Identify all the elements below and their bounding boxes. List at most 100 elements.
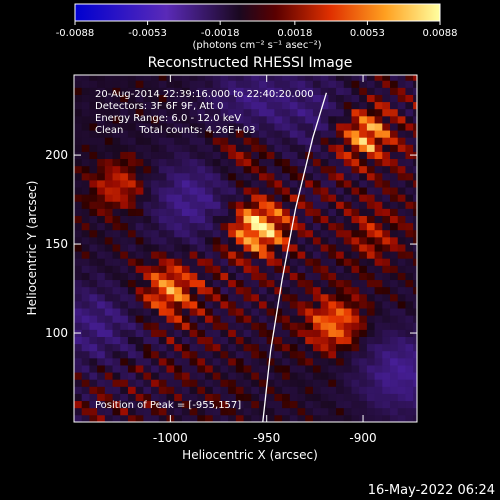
- heatmap-cell: [336, 258, 345, 266]
- heatmap-cell: [282, 322, 291, 330]
- heatmap-cell: [405, 94, 414, 103]
- heatmap-cell: [305, 400, 314, 409]
- heatmap-cell: [112, 165, 121, 174]
- heatmap-cell: [166, 179, 175, 188]
- heatmap-cell: [366, 272, 376, 281]
- heatmap-cell: [382, 123, 391, 131]
- heatmap-cell: [166, 258, 175, 266]
- heatmap-cell: [305, 179, 314, 188]
- heatmap-cell: [212, 308, 221, 316]
- heatmap-cell: [74, 400, 83, 409]
- heatmap-cell: [189, 386, 198, 394]
- heatmap-cell: [151, 357, 160, 366]
- heatmap-cell: [366, 308, 376, 316]
- heatmap-cell: [158, 75, 167, 81]
- heatmap-cell: [305, 372, 314, 380]
- heatmap-cell: [104, 236, 113, 245]
- heatmap-cell: [197, 187, 206, 195]
- heatmap-cell: [289, 336, 298, 345]
- heatmap-cell: [274, 215, 283, 224]
- heatmap-cell: [374, 343, 383, 352]
- heatmap-cell: [274, 115, 283, 124]
- heatmap-cell: [197, 265, 206, 273]
- heatmap-cell: [351, 80, 360, 88]
- heatmap-cell: [366, 75, 376, 81]
- heatmap-cell: [151, 236, 160, 245]
- heatmap-cell: [235, 300, 244, 309]
- heatmap-cell: [297, 272, 306, 281]
- heatmap-cell: [135, 158, 144, 167]
- heatmap-cell: [97, 94, 106, 103]
- heatmap-cell: [127, 279, 137, 288]
- heatmap-cell: [151, 279, 160, 288]
- heatmap-cell: [197, 172, 206, 181]
- heatmap-cell: [305, 80, 314, 88]
- heatmap-cell: [251, 308, 260, 316]
- heatmap-cell: [181, 144, 191, 152]
- heatmap-cell: [243, 87, 252, 95]
- heatmap-cell: [174, 229, 183, 238]
- heatmap-cell: [343, 343, 352, 352]
- heatmap-cell: [397, 279, 406, 288]
- heatmap-cell: [305, 108, 314, 117]
- heatmap-cell: [366, 357, 376, 366]
- heatmap-cell: [174, 115, 183, 124]
- heatmap-cell: [97, 286, 106, 295]
- heatmap-cell: [104, 365, 113, 373]
- heatmap-cell: [135, 236, 144, 245]
- heatmap-cell: [104, 293, 113, 302]
- heatmap-cell: [266, 229, 275, 238]
- heatmap-cell: [266, 130, 275, 138]
- heatmap-cell: [212, 393, 221, 402]
- heatmap-cell: [174, 201, 183, 209]
- heatmap-cell: [181, 87, 191, 95]
- heatmap-cell: [174, 151, 183, 160]
- heatmap-cell: [274, 244, 283, 252]
- heatmap-cell: [282, 379, 291, 387]
- heatmap-cell: [89, 400, 98, 409]
- heatmap-cell: [235, 336, 244, 345]
- heatmap-cell: [305, 236, 314, 245]
- heatmap-cell: [235, 379, 244, 387]
- heatmap-cell: [328, 137, 337, 145]
- heatmap-cell: [174, 187, 183, 195]
- heatmap-cell: [205, 308, 214, 316]
- heatmap-cell: [74, 286, 83, 295]
- heatmap-cell: [343, 236, 352, 245]
- heatmap-cell: [266, 172, 275, 181]
- heatmap-cell: [89, 386, 98, 394]
- heatmap-cell: [320, 357, 329, 366]
- heatmap-cell: [312, 308, 322, 316]
- heatmap-cell: [235, 194, 244, 202]
- heatmap-cell: [266, 215, 275, 224]
- heatmap-cell: [166, 215, 175, 224]
- heatmap-cell: [266, 137, 275, 145]
- heatmap-cell: [320, 80, 329, 88]
- colorbar-tick-label: -0.0053: [128, 28, 167, 39]
- heatmap-cell: [374, 357, 383, 366]
- heatmap-cell: [251, 286, 260, 295]
- heatmap-cell: [166, 357, 175, 366]
- heatmap-cell: [189, 215, 198, 224]
- heatmap-cell: [382, 130, 391, 138]
- heatmap-cell: [397, 300, 406, 309]
- x-tick-label: -950: [253, 431, 280, 445]
- heatmap-cell: [189, 272, 198, 281]
- heatmap-cell: [312, 194, 322, 202]
- heatmap-cell: [374, 75, 383, 81]
- heatmap-cell: [382, 172, 391, 181]
- heatmap-cell: [81, 393, 90, 402]
- heatmap-cell: [328, 293, 337, 302]
- heatmap-cell: [127, 372, 137, 380]
- heatmap-cell: [205, 379, 214, 387]
- heatmap-cell: [251, 130, 260, 138]
- heatmap-cell: [382, 300, 391, 309]
- heatmap-cell: [251, 123, 260, 131]
- heatmap-cell: [166, 350, 175, 359]
- heatmap-cell: [104, 229, 113, 238]
- heatmap-cell: [258, 265, 268, 273]
- heatmap-cell: [158, 144, 167, 152]
- heatmap-cell: [120, 158, 129, 167]
- heatmap-cell: [74, 229, 83, 238]
- heatmap-cell: [174, 194, 183, 202]
